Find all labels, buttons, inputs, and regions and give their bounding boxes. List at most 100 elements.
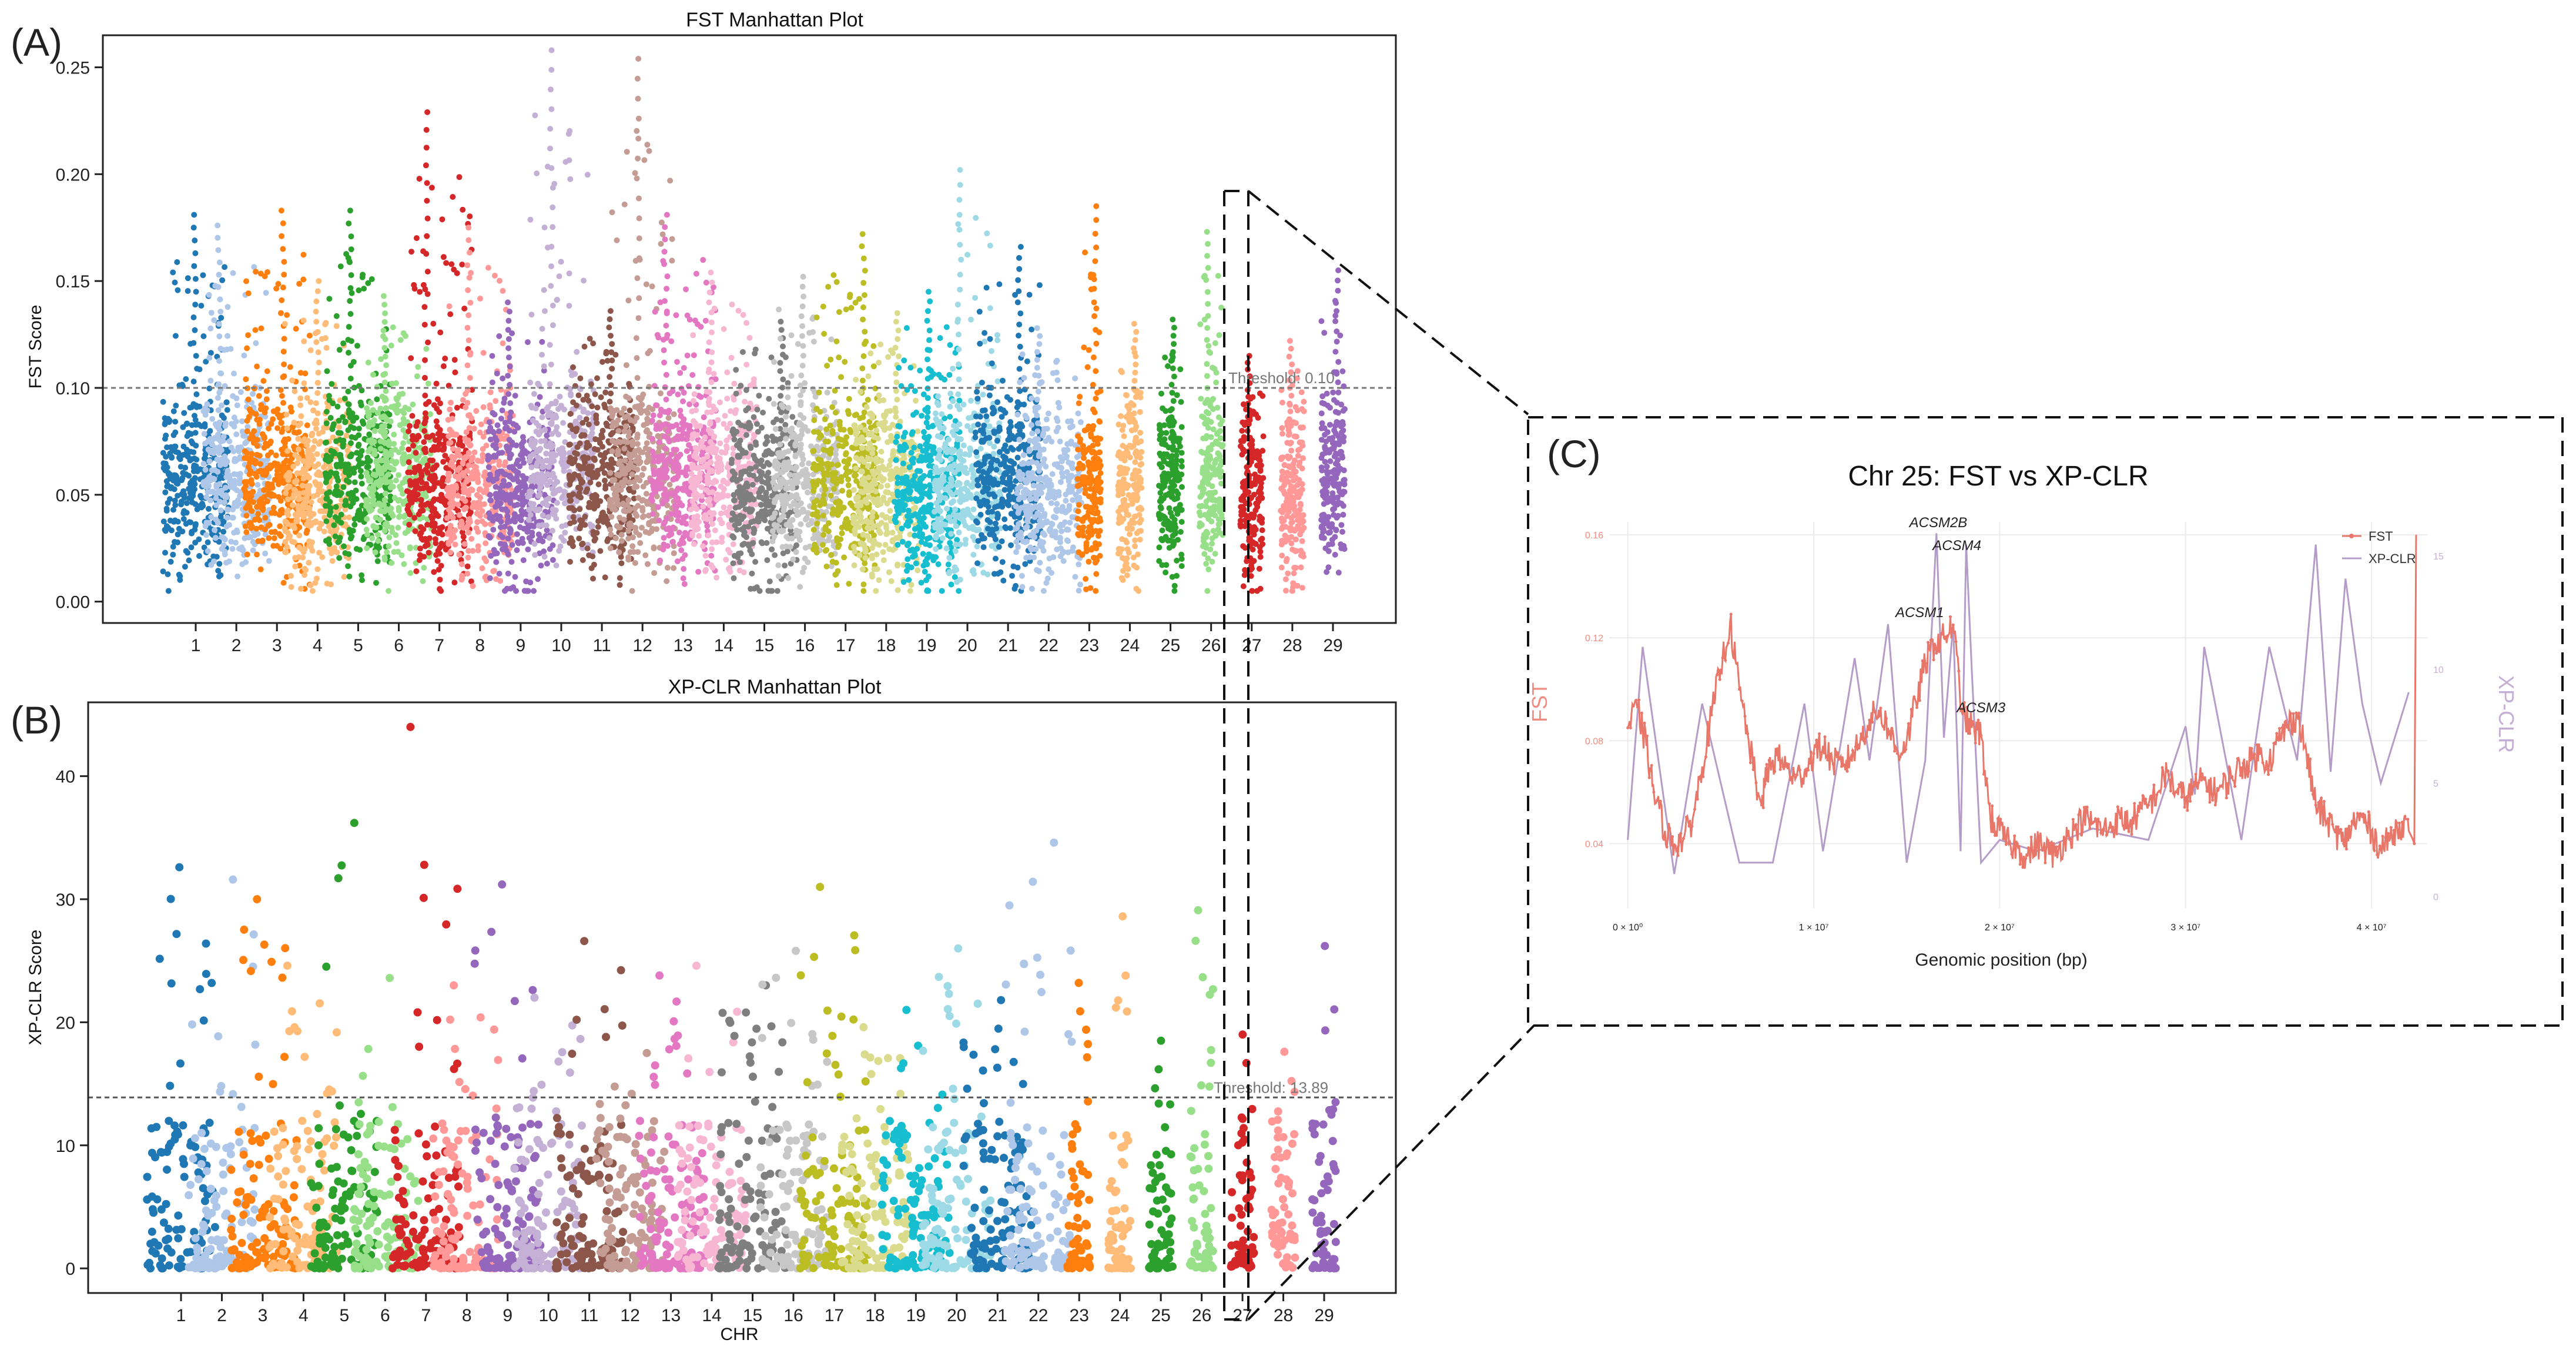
fst-point [421, 439, 427, 445]
fst-point [374, 558, 381, 564]
fst-point [490, 477, 497, 483]
fst-point [602, 574, 608, 581]
fst-peak-point [280, 284, 286, 291]
fst-point [219, 487, 225, 494]
fst-point [333, 438, 340, 444]
fst-ylabel: FST Score [26, 305, 45, 389]
fst-peak-point [662, 470, 668, 477]
fst-point [207, 325, 214, 331]
fst-point [609, 448, 615, 454]
fst-peak-point [467, 249, 473, 256]
fst-peak-point [313, 309, 319, 315]
fst-point [244, 450, 250, 456]
fst-point [354, 343, 360, 349]
fst-point [677, 370, 684, 376]
fst-point [689, 372, 696, 378]
fst-point [337, 263, 344, 270]
fst-point [251, 428, 257, 434]
fst-peak-point [424, 269, 431, 275]
fst-point [617, 514, 623, 521]
fst-peak-point [314, 380, 321, 386]
fst-point [290, 424, 296, 430]
fst-point [530, 444, 537, 450]
fst-point [534, 170, 540, 176]
fst-point [323, 408, 330, 415]
fst-point [219, 402, 225, 408]
fst-point [200, 503, 206, 509]
fst-point [340, 340, 347, 347]
fst-point [721, 326, 727, 332]
fst-point [418, 502, 424, 508]
fst-point [554, 297, 560, 303]
fst-point [469, 504, 475, 511]
fst-point [175, 493, 181, 499]
fst-point [199, 495, 205, 501]
fst-point [528, 478, 534, 484]
fst-point [373, 458, 380, 464]
fst-point [541, 363, 547, 370]
fst-point [537, 394, 543, 400]
fst-point [412, 528, 418, 534]
fst-point [599, 444, 606, 450]
fst-point [385, 464, 391, 470]
fst-point [445, 433, 452, 439]
fst-point [609, 497, 615, 503]
fst-point [330, 400, 336, 407]
fst-peak-point [422, 393, 428, 398]
fst-point [221, 499, 227, 505]
fst-peak-point [347, 259, 353, 266]
fst-point [500, 375, 506, 381]
fst-point [535, 493, 541, 499]
fst-point [200, 333, 207, 340]
fst-point [267, 440, 273, 447]
fst-point [515, 470, 521, 476]
fst-point [341, 396, 348, 402]
fst-point [292, 563, 299, 570]
fst-point [552, 490, 558, 496]
fst-point [413, 496, 419, 503]
fst-point [217, 498, 223, 505]
fst-point [329, 426, 336, 433]
fst-point [252, 471, 258, 477]
fst-peak-point [381, 431, 387, 438]
fst-point [233, 540, 239, 546]
fst-point [243, 529, 250, 535]
fst-point [634, 441, 641, 447]
fst-point [421, 565, 427, 571]
fst-point [184, 433, 190, 439]
fst-point [681, 365, 687, 371]
fst-point [301, 503, 307, 510]
fst-peak-point [548, 165, 555, 171]
fst-point [631, 549, 637, 555]
fst-point [411, 282, 417, 288]
fst-point [609, 438, 616, 444]
fst-point [236, 480, 243, 487]
fst-point [471, 449, 478, 455]
panel-label-c: (C) [1547, 432, 1601, 475]
fst-peak-point [466, 274, 473, 281]
fst-point [175, 531, 181, 538]
fst-point [230, 506, 236, 512]
fst-point [451, 487, 457, 494]
fst-point [425, 380, 431, 387]
fst-point [416, 176, 423, 182]
fst-point [502, 459, 508, 465]
fst-peak-point [382, 474, 388, 481]
fst-point [216, 390, 223, 396]
fst-peak-point [190, 314, 197, 320]
fst-peak-point [383, 406, 389, 411]
fst-peak-point [280, 438, 287, 444]
fst-point [525, 546, 531, 552]
fst-point [424, 434, 430, 440]
fst-point [674, 359, 680, 365]
fst-peak-point [465, 412, 472, 418]
fst-peak-point [664, 286, 670, 292]
fst-point [273, 452, 279, 458]
fst-point [688, 471, 695, 477]
fst-point [388, 560, 395, 566]
fst-peak-point [662, 298, 668, 304]
fst-point [298, 413, 304, 420]
fst-point [437, 329, 444, 336]
fst-peak-point [217, 296, 223, 303]
fst-point [714, 460, 721, 466]
